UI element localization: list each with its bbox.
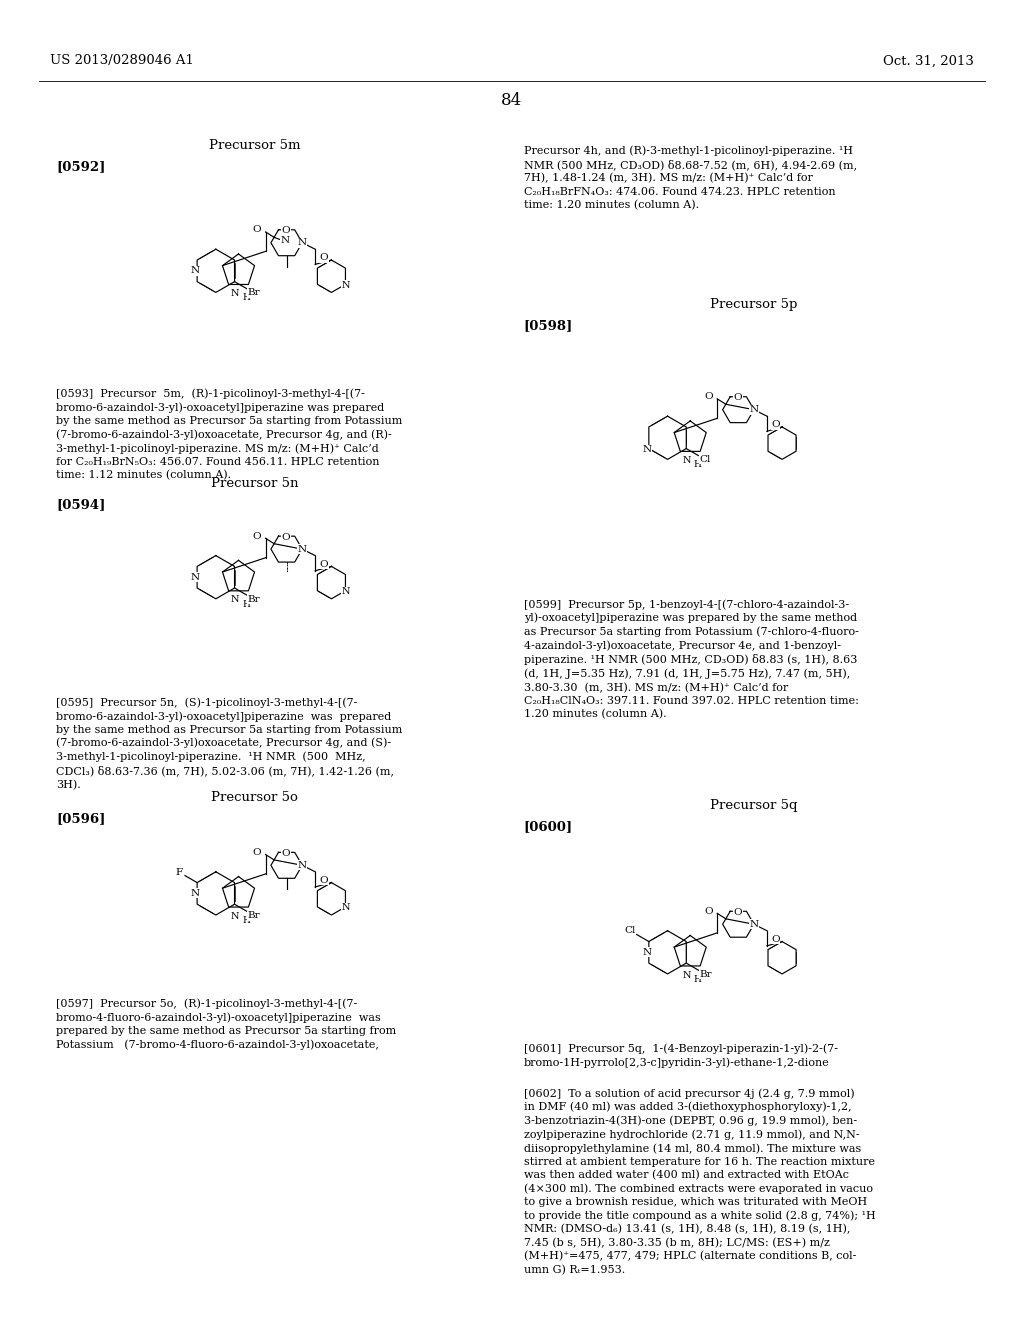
Text: O: O bbox=[319, 876, 328, 884]
Text: Precursor 5m: Precursor 5m bbox=[209, 139, 300, 152]
Text: US 2013/0289046 A1: US 2013/0289046 A1 bbox=[50, 54, 195, 67]
Text: H: H bbox=[242, 599, 250, 609]
Text: [0592]: [0592] bbox=[56, 161, 105, 173]
Text: N: N bbox=[190, 888, 200, 898]
Text: N: N bbox=[281, 236, 290, 246]
Text: F: F bbox=[176, 867, 183, 876]
Text: O: O bbox=[253, 847, 261, 857]
Text: H: H bbox=[694, 461, 701, 470]
Text: O: O bbox=[771, 935, 780, 944]
Text: N: N bbox=[341, 587, 349, 597]
Text: H: H bbox=[242, 293, 250, 302]
Text: N: N bbox=[642, 948, 651, 957]
Text: [0596]: [0596] bbox=[56, 813, 105, 825]
Text: O: O bbox=[282, 849, 291, 858]
Text: N: N bbox=[298, 238, 307, 247]
Text: Br: Br bbox=[699, 970, 713, 979]
Text: N: N bbox=[231, 289, 240, 298]
Text: [0594]: [0594] bbox=[56, 498, 105, 511]
Text: O: O bbox=[282, 226, 291, 235]
Text: O: O bbox=[705, 392, 713, 401]
Text: Precursor 5o: Precursor 5o bbox=[211, 791, 298, 804]
Text: [0595]  Precursor 5n,  (S)-1-picolinoyl-3-methyl-4-[(7-
bromo-6-azaindol-3-yl)-o: [0595] Precursor 5n, (S)-1-picolinoyl-3-… bbox=[56, 697, 402, 789]
Text: N: N bbox=[750, 405, 759, 414]
Text: [0598]: [0598] bbox=[524, 319, 573, 333]
Text: O: O bbox=[319, 560, 328, 569]
Text: O: O bbox=[319, 253, 328, 263]
Text: H: H bbox=[694, 975, 701, 983]
Text: Cl: Cl bbox=[699, 455, 711, 463]
Text: O: O bbox=[733, 393, 742, 403]
Text: [0593]  Precursor  5m,  (R)-1-picolinoyl-3-methyl-4-[(7-
bromo-6-azaindol-3-yl)-: [0593] Precursor 5m, (R)-1-picolinoyl-3-… bbox=[56, 389, 402, 480]
Text: N: N bbox=[231, 912, 240, 920]
Text: O: O bbox=[253, 532, 261, 541]
Text: Precursor 4h, and (R)-3-methyl-1-picolinoyl-piperazine. ¹H
NMR (500 MHz, CD₃OD) : Precursor 4h, and (R)-3-methyl-1-picolin… bbox=[524, 145, 857, 210]
Text: O: O bbox=[282, 533, 291, 541]
Text: N: N bbox=[190, 267, 200, 276]
Text: Br: Br bbox=[248, 595, 260, 603]
Text: N: N bbox=[341, 281, 349, 290]
Text: H: H bbox=[242, 916, 250, 925]
Text: N: N bbox=[341, 903, 349, 912]
Text: Oct. 31, 2013: Oct. 31, 2013 bbox=[883, 54, 974, 67]
Text: N: N bbox=[683, 455, 691, 465]
Text: N: N bbox=[298, 861, 307, 870]
Text: Cl: Cl bbox=[625, 927, 636, 936]
Text: N: N bbox=[750, 920, 759, 929]
Text: Precursor 5q: Precursor 5q bbox=[710, 799, 798, 812]
Text: Br: Br bbox=[248, 289, 260, 297]
Text: N: N bbox=[298, 545, 307, 553]
Text: O: O bbox=[771, 420, 780, 429]
Text: O: O bbox=[733, 908, 742, 917]
Text: O: O bbox=[705, 907, 713, 916]
Text: [0601]  Precursor 5q,  1-(4-Benzoyl-piperazin-1-yl)-2-(7-
bromo-1H-pyrrolo[2,3-c: [0601] Precursor 5q, 1-(4-Benzoyl-pipera… bbox=[524, 1044, 838, 1068]
Text: [0602]  To a solution of acid precursor 4j (2.4 g, 7.9 mmol)
in DMF (40 ml) was : [0602] To a solution of acid precursor 4… bbox=[524, 1088, 876, 1275]
Text: [0600]: [0600] bbox=[524, 820, 572, 833]
Text: O: O bbox=[253, 226, 261, 234]
Text: [0599]  Precursor 5p, 1-benzoyl-4-[(7-chloro-4-azaindol-3-
yl)-oxoacetyl]piperaz: [0599] Precursor 5p, 1-benzoyl-4-[(7-chl… bbox=[524, 599, 859, 719]
Text: N: N bbox=[642, 445, 651, 454]
Text: 84: 84 bbox=[502, 91, 522, 108]
Text: N: N bbox=[683, 970, 691, 979]
Text: N: N bbox=[190, 573, 200, 582]
Text: Precursor 5n: Precursor 5n bbox=[211, 477, 298, 490]
Text: Br: Br bbox=[248, 911, 260, 920]
Text: [0597]  Precursor 5o,  (R)-1-picolinoyl-3-methyl-4-[(7-
bromo-4-fluoro-6-azaindo: [0597] Precursor 5o, (R)-1-picolinoyl-3-… bbox=[56, 999, 396, 1049]
Text: Precursor 5p: Precursor 5p bbox=[710, 298, 798, 312]
Text: N: N bbox=[231, 595, 240, 605]
